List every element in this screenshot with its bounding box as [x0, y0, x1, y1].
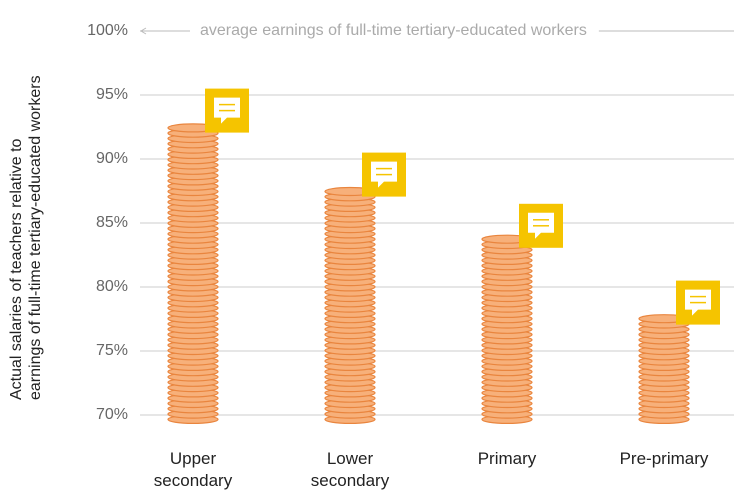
comment-icon[interactable] [519, 204, 563, 248]
coin-stack [482, 235, 532, 423]
y-tick-label: 75% [96, 342, 128, 359]
chart: 70% 75% 80% 85% 90% 95% 100% average earnings o… [0, 0, 734, 493]
coin-stack [325, 188, 375, 424]
y-tick-label: 90% [96, 150, 128, 167]
y-axis-label-line: earnings of full-time tertiary-educated … [26, 75, 45, 400]
x-tick-label: Upper secondary [138, 448, 248, 492]
y-tick-label: 70% [96, 406, 128, 423]
x-tick-label: Pre-primary [609, 448, 719, 470]
y-tick-label: 95% [96, 86, 128, 103]
x-tick-label: Lower secondary [295, 448, 405, 492]
comment-icon[interactable] [362, 153, 406, 197]
annotation: average earnings of full-time tertiary-e… [200, 22, 587, 39]
y-axis-label-line: Actual salaries of teachers relative to [7, 75, 26, 400]
chart-canvas: 70% 75% 80% 85% 90% 95% 100% average earnings o… [0, 0, 734, 493]
comment-icon[interactable] [205, 89, 249, 133]
x-tick-label: Primary [452, 448, 562, 470]
coin-stack [639, 315, 689, 424]
coin-stack [168, 124, 218, 424]
y-tick-label: 80% [96, 278, 128, 295]
y-tick-label: 100% [87, 22, 128, 39]
y-tick-label: 85% [96, 214, 128, 231]
y-axis-label: Actual salaries of teachers relative to … [7, 75, 45, 400]
comment-icon[interactable] [676, 281, 720, 325]
